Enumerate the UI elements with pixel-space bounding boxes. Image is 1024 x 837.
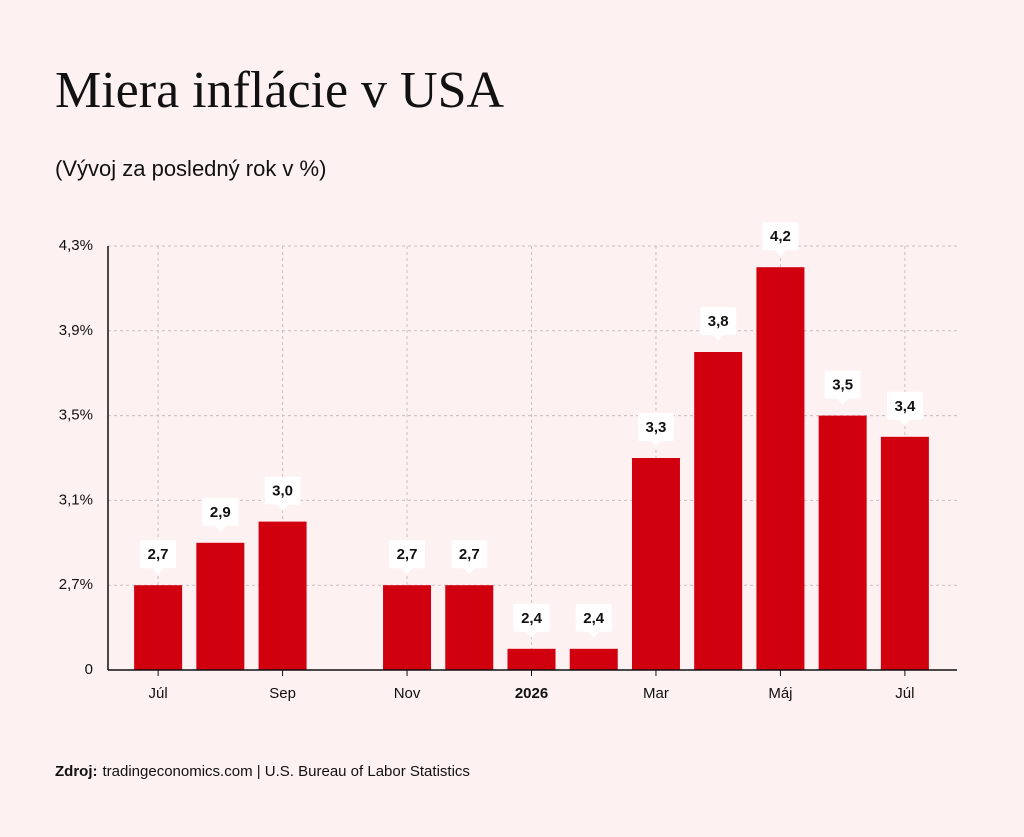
value-label-box xyxy=(637,413,674,441)
value-label-pointer xyxy=(774,249,787,257)
value-label-text: 3,5 xyxy=(832,377,853,394)
x-tick-label: Júl xyxy=(895,685,914,702)
bar xyxy=(631,458,680,670)
y-tick-label: 3,1% xyxy=(59,491,93,508)
value-label-box xyxy=(202,497,239,526)
value-label-pointer xyxy=(525,631,538,638)
value-label-pointer xyxy=(836,398,849,405)
value-label-text: 3,0 xyxy=(272,483,293,500)
bar xyxy=(756,267,805,670)
value-label-text: 4,2 xyxy=(770,228,791,245)
value-label: 2,7 xyxy=(451,540,488,575)
value-label: 3,8 xyxy=(700,307,737,341)
value-label-pointer xyxy=(587,631,600,638)
value-label-box xyxy=(886,391,923,420)
source-text: tradingeconomics.com | U.S. Bureau of La… xyxy=(103,763,470,780)
value-label-box xyxy=(762,222,799,251)
x-tick-label: Mar xyxy=(643,685,669,702)
x-tick-label: Máj xyxy=(768,685,792,702)
value-label: 3,4 xyxy=(886,391,923,426)
value-label-box xyxy=(513,603,550,632)
value-label-pointer xyxy=(649,440,662,447)
value-label: 2,7 xyxy=(140,540,177,575)
value-label-pointer xyxy=(276,504,289,511)
value-label: 2,4 xyxy=(575,603,612,638)
x-tick-label: 2026 xyxy=(515,685,548,702)
bar xyxy=(818,415,867,670)
y-tick-label: 2,7% xyxy=(59,576,93,593)
chart-subtitle: (Vývoj za posledný rok v %) xyxy=(55,156,326,181)
value-label-box xyxy=(575,603,612,632)
chart-title: Miera inflácie v USA xyxy=(55,62,505,119)
value-label-pointer xyxy=(214,525,227,532)
bar xyxy=(445,585,494,670)
value-label-text: 2,4 xyxy=(521,610,543,627)
bar xyxy=(134,585,183,670)
value-label-box xyxy=(451,540,488,569)
y-tick-label: 0 xyxy=(85,661,93,678)
value-label-text: 3,8 xyxy=(708,313,729,330)
bar xyxy=(383,585,432,670)
y-tick-label: 3,5% xyxy=(59,407,93,424)
value-label-box xyxy=(140,540,177,569)
value-label-pointer xyxy=(401,567,414,575)
value-label-pointer xyxy=(463,567,476,575)
value-label: 2,7 xyxy=(389,540,426,575)
bar xyxy=(880,436,929,670)
source: Zdroj: tradingeconomics.com | U.S. Bureau… xyxy=(55,763,470,780)
value-label-box xyxy=(264,476,301,505)
value-label: 3,5 xyxy=(824,370,861,405)
value-label-text: 2,4 xyxy=(583,610,605,627)
value-label-text: 3,4 xyxy=(894,398,916,415)
value-label: 3,3 xyxy=(637,413,674,447)
value-label-text: 2,7 xyxy=(148,546,169,563)
value-label-box xyxy=(389,540,426,569)
bar xyxy=(507,648,556,670)
value-label-pointer xyxy=(152,567,165,575)
value-label: 2,9 xyxy=(202,497,239,532)
source-label: Zdroj: xyxy=(55,763,98,780)
bar xyxy=(694,352,743,670)
bar xyxy=(569,648,618,670)
value-label-box xyxy=(824,370,861,399)
x-tick-label: Sep xyxy=(269,685,296,702)
value-label: 4,2 xyxy=(762,222,799,257)
value-label: 3,0 xyxy=(264,476,301,511)
value-label-text: 3,3 xyxy=(646,419,667,436)
value-label-pointer xyxy=(898,419,911,426)
value-label-text: 2,9 xyxy=(210,504,231,521)
x-tick-label: Nov xyxy=(394,685,421,702)
y-tick-label: 4,3% xyxy=(59,237,93,254)
x-tick-label: Júl xyxy=(149,685,168,702)
value-label-text: 2,7 xyxy=(397,546,418,563)
bar xyxy=(258,521,307,670)
value-label-box xyxy=(700,307,737,335)
bar xyxy=(196,542,245,670)
value-label-text: 2,7 xyxy=(459,546,480,563)
value-label-pointer xyxy=(712,334,725,341)
value-label: 2,4 xyxy=(513,603,550,638)
y-tick-label: 3,9% xyxy=(59,322,93,339)
